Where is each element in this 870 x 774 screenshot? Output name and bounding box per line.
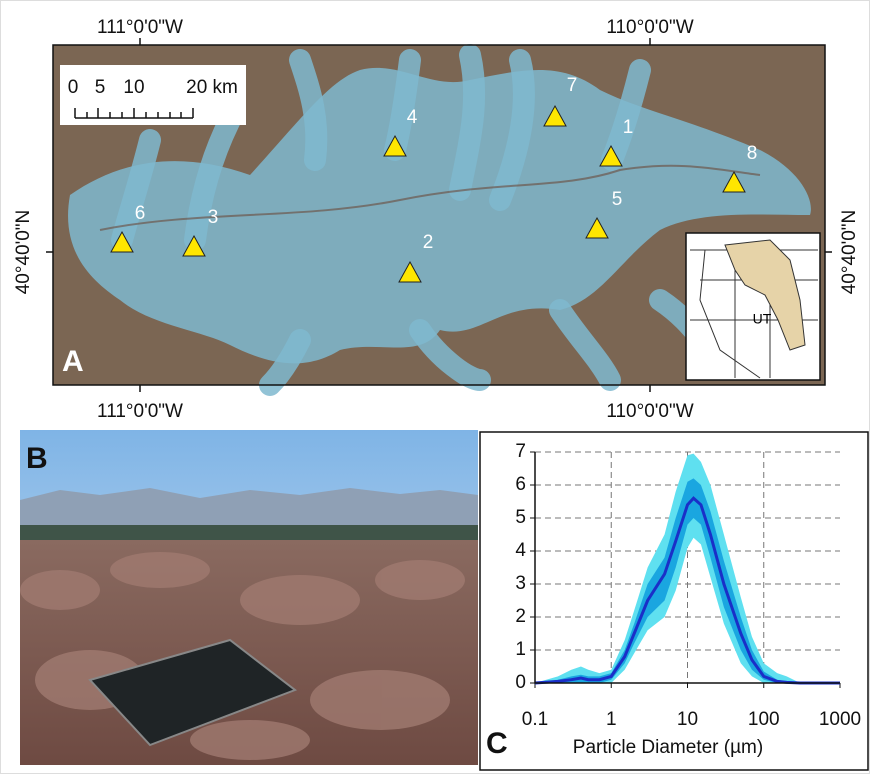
x-tick-label: 100 <box>748 709 780 730</box>
site-label: 5 <box>612 189 623 210</box>
figure: 0 5 10 20 km 12345678 UT A 111°0'0"W 110… <box>0 0 870 774</box>
lat-label: 40°40'0"N <box>13 210 34 295</box>
scale-label: 10 <box>123 77 144 98</box>
chart-panel: C Particle Diameter (µm) 0 1 2 3 4 5 6 7 0.1 1 10 1… <box>480 432 868 770</box>
panel-letter: B <box>26 442 48 475</box>
y-tick-label: 6 <box>515 474 526 495</box>
lon-label: 110°0'0"W <box>606 17 693 38</box>
y-tick-label: 1 <box>515 639 526 660</box>
inset-label: UT <box>753 311 772 327</box>
site-label: 8 <box>747 143 758 164</box>
y-tick-label: 3 <box>515 573 526 594</box>
y-tick-label: 5 <box>515 507 526 528</box>
y-tick-label: 4 <box>515 540 526 561</box>
x-tick-label: 10 <box>677 709 698 730</box>
x-axis-label: Particle Diameter (µm) <box>573 737 763 758</box>
x-tick-label: 1000 <box>819 709 861 730</box>
y-tick-label: 2 <box>515 606 526 627</box>
map-panel: 0 5 10 20 km 1 2 3 4 5 6 7 8 UT A 111°0'0"W 110… <box>13 17 860 422</box>
lat-label: 40°40'0"N <box>839 210 860 295</box>
panel-letter: A <box>62 345 84 378</box>
photo-panel: B <box>20 430 478 765</box>
lon-label: 110°0'0"W <box>606 401 693 422</box>
y-tick-label: 7 <box>515 441 526 462</box>
site-label: 6 <box>135 203 146 224</box>
site-label: 3 <box>208 207 219 228</box>
x-tick-label: 1 <box>606 709 617 730</box>
lon-label: 111°0'0"W <box>97 401 183 422</box>
site-label: 7 <box>567 75 578 96</box>
lon-label: 111°0'0"W <box>97 17 183 38</box>
site-label: 4 <box>407 107 418 128</box>
scale-label: 5 <box>95 77 106 98</box>
y-tick-label: 0 <box>515 672 526 693</box>
scale-label: 0 <box>68 77 79 98</box>
panel-letter: C <box>486 727 508 760</box>
scale-label: 20 km <box>186 77 238 98</box>
site-label: 2 <box>423 232 434 253</box>
site-label: 1 <box>623 117 634 138</box>
x-tick-label: 0.1 <box>522 709 548 730</box>
